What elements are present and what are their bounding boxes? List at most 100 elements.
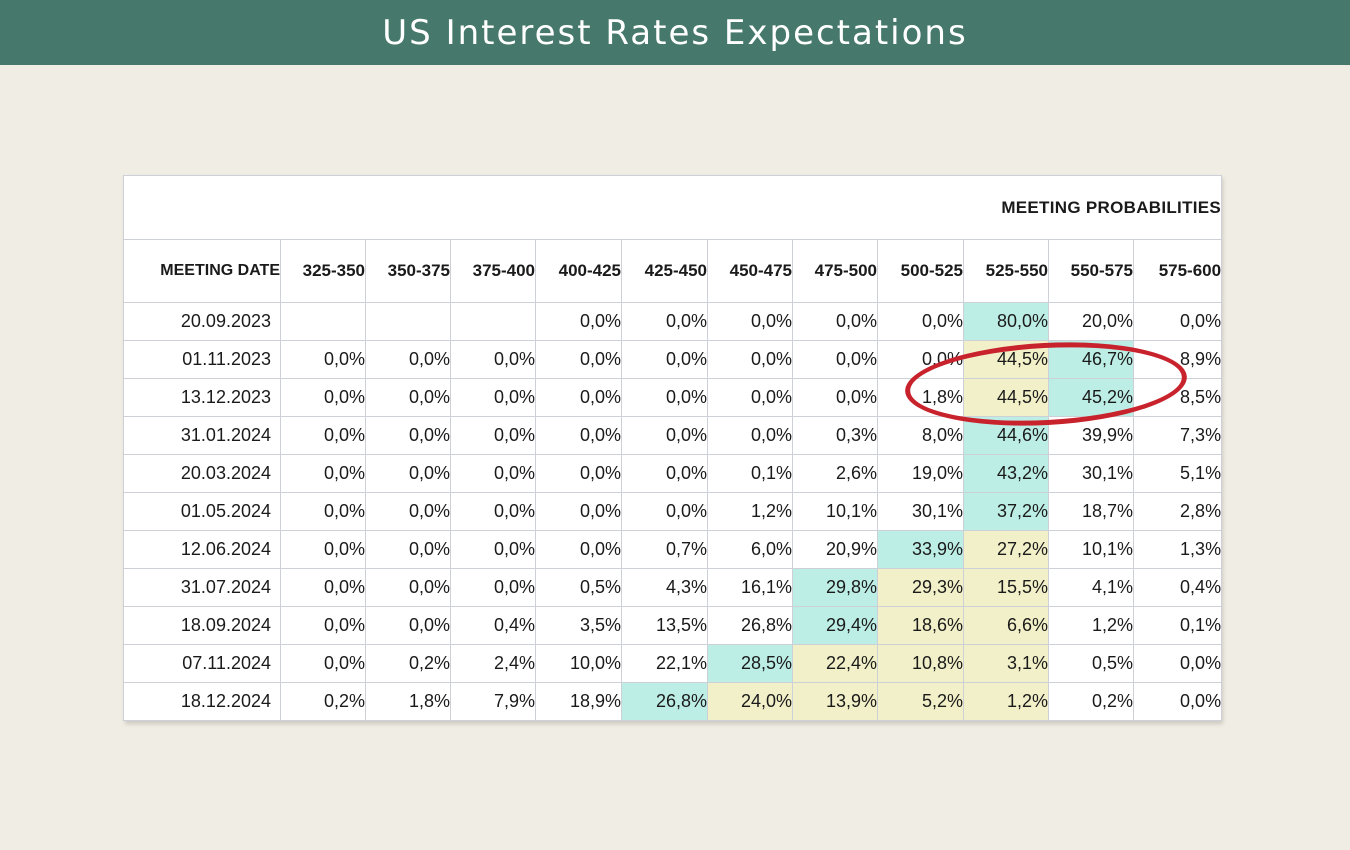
probability-cell: 6,0% (707, 530, 793, 569)
probability-cell: 3,5% (535, 606, 622, 645)
probability-cell: 18,6% (877, 606, 964, 645)
probability-cell: 2,4% (450, 644, 536, 683)
probability-cell: 0,0% (450, 378, 536, 417)
probability-cell: 22,4% (792, 644, 878, 683)
probability-cell: 1,2% (707, 492, 793, 531)
probability-cell: 3,1% (963, 644, 1049, 683)
probability-cell: 0,0% (365, 568, 451, 607)
table-row: 31.07.2024 0,0% 0,0% 0,0% 0,5% 4,3% 16,1% 29,8%… (123, 568, 1223, 607)
column-header-325-350: 325-350 (280, 239, 366, 303)
meeting-date-cell: 20.09.2023 (123, 302, 281, 341)
probability-cell: 5,1% (1132, 454, 1223, 493)
probability-cell (450, 302, 536, 341)
probability-cell: 0,0% (450, 454, 536, 493)
column-header-425-450: 425-450 (621, 239, 708, 303)
table-title: MEETING PROBABILITIES (122, 175, 1223, 240)
probability-cell: 18,9% (535, 682, 622, 721)
probability-cell: 0,0% (280, 644, 366, 683)
probability-cell: 1,3% (1132, 530, 1223, 569)
probability-cell: 0,0% (535, 492, 622, 531)
column-header-350-375: 350-375 (365, 239, 451, 303)
probability-cell: 1,2% (963, 682, 1049, 721)
probability-cell: 0,0% (450, 530, 536, 569)
probability-cell: 0,0% (365, 378, 451, 417)
probability-cell: 6,6% (963, 606, 1049, 645)
probability-cell: 0,2% (365, 644, 451, 683)
probability-cell: 0,0% (535, 416, 622, 455)
probability-cell: 37,2% (963, 492, 1049, 531)
probability-cell: 2,6% (792, 454, 878, 493)
probability-cell: 19,0% (877, 454, 964, 493)
probability-cell: 1,8% (365, 682, 451, 721)
probability-cell: 0,0% (792, 302, 878, 341)
probability-cell: 10,8% (877, 644, 964, 683)
table-row: 01.05.2024 0,0% 0,0% 0,0% 0,0% 0,0% 1,2% 10,1% 3… (123, 492, 1223, 531)
probability-cell: 0,0% (621, 492, 708, 531)
probability-cell: 0,4% (450, 606, 536, 645)
probability-cell: 0,0% (792, 378, 878, 417)
column-header-550-575: 550-575 (1048, 239, 1134, 303)
probability-cell: 0,0% (280, 606, 366, 645)
title-banner: US Interest Rates Expectations (0, 0, 1350, 65)
probability-cell: 33,9% (877, 530, 964, 569)
table-row: 31.01.2024 0,0% 0,0% 0,0% 0,0% 0,0% 0,0% 0,3% 8,… (123, 416, 1223, 455)
column-header-meeting-date: MEETING DATE (123, 239, 281, 303)
probability-cell: 18,7% (1048, 492, 1134, 531)
probability-cell: 0,2% (280, 682, 366, 721)
meeting-date-cell: 20.03.2024 (123, 454, 281, 493)
probability-cell: 0,0% (877, 302, 964, 341)
probability-cell: 0,0% (1132, 302, 1223, 341)
probability-cell: 7,9% (450, 682, 536, 721)
table-row: 07.11.2024 0,0% 0,2% 2,4% 10,0% 22,1% 28,5% 22,… (123, 644, 1223, 683)
probability-cell: 0,5% (1048, 644, 1134, 683)
meeting-date-cell: 13.12.2023 (123, 378, 281, 417)
probability-cell: 26,8% (621, 682, 708, 721)
probability-cell: 0,0% (535, 340, 622, 379)
probability-cell: 0,4% (1132, 568, 1223, 607)
probability-cell: 27,2% (963, 530, 1049, 569)
column-header-400-425: 400-425 (535, 239, 622, 303)
table-row: 01.11.2023 0,0% 0,0% 0,0% 0,0% 0,0% 0,0% 0,0% 0,… (123, 340, 1223, 379)
probability-cell: 0,1% (1132, 606, 1223, 645)
probability-cell: 0,0% (621, 416, 708, 455)
table-row: 12.06.2024 0,0% 0,0% 0,0% 0,0% 0,7% 6,0% 20,9% 3… (123, 530, 1223, 569)
probability-cell: 8,5% (1132, 378, 1223, 417)
probabilities-table-container: MEETING PROBABILITIES MEETING DATE 325-35… (122, 175, 1223, 721)
meeting-probabilities-table: MEETING PROBABILITIES MEETING DATE 325-35… (122, 175, 1223, 721)
probability-cell: 0,0% (450, 568, 536, 607)
probability-cell: 20,9% (792, 530, 878, 569)
probability-cell: 10,1% (792, 492, 878, 531)
column-header-500-525: 500-525 (877, 239, 964, 303)
probability-cell: 46,7% (1048, 340, 1134, 379)
probability-cell: 0,3% (792, 416, 878, 455)
probability-cell: 0,0% (535, 454, 622, 493)
probability-cell: 0,0% (450, 340, 536, 379)
probability-cell: 44,5% (963, 340, 1049, 379)
probability-cell: 0,0% (365, 492, 451, 531)
probability-cell: 28,5% (707, 644, 793, 683)
probability-cell: 0,0% (707, 378, 793, 417)
table-row: 20.03.2024 0,0% 0,0% 0,0% 0,0% 0,0% 0,1% 2,6% 19… (123, 454, 1223, 493)
probability-cell: 22,1% (621, 644, 708, 683)
probability-cell: 0,0% (621, 378, 708, 417)
probability-cell: 13,5% (621, 606, 708, 645)
probability-cell (280, 302, 366, 341)
probability-cell: 0,0% (365, 340, 451, 379)
probability-cell: 0,0% (792, 340, 878, 379)
probability-cell: 0,0% (280, 568, 366, 607)
table-row: 20.09.2023 0,0% 0,0% 0,0% 0,0% 0,0% 80,0% 20,0%… (123, 302, 1223, 341)
probability-cell: 15,5% (963, 568, 1049, 607)
probability-cell: 0,0% (621, 340, 708, 379)
meeting-date-cell: 31.01.2024 (123, 416, 281, 455)
probability-cell: 80,0% (963, 302, 1049, 341)
table-row: 18.09.2024 0,0% 0,0% 0,4% 3,5% 13,5% 26,8% 29,4… (123, 606, 1223, 645)
probability-cell: 0,0% (280, 454, 366, 493)
probability-cell: 26,8% (707, 606, 793, 645)
meeting-date-cell: 01.11.2023 (123, 340, 281, 379)
column-header-450-475: 450-475 (707, 239, 793, 303)
probability-cell: 24,0% (707, 682, 793, 721)
table-row: 13.12.2023 0,0% 0,0% 0,0% 0,0% 0,0% 0,0% 0,0% 1,… (123, 378, 1223, 417)
probability-cell: 0,0% (280, 492, 366, 531)
column-header-375-400: 375-400 (450, 239, 536, 303)
probability-cell: 0,0% (450, 416, 536, 455)
